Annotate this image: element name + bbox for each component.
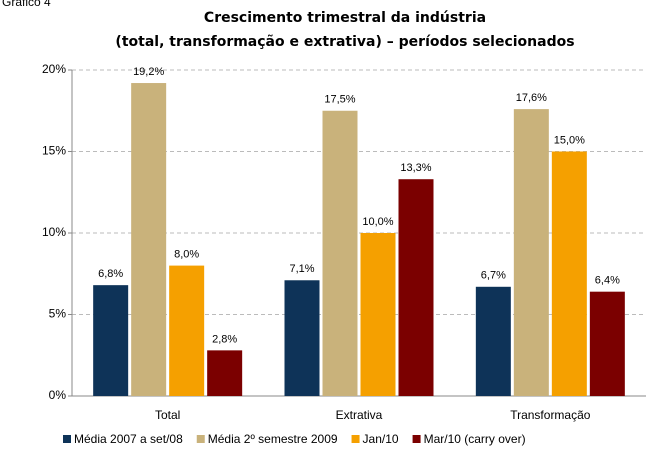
legend-label: Mar/10 (carry over) <box>424 432 526 446</box>
x-tick-label: Total <box>155 408 180 422</box>
value-label: 6,7% <box>481 270 506 282</box>
bar <box>475 286 511 396</box>
value-label: 6,8% <box>98 268 123 280</box>
value-label: 17,6% <box>516 92 547 104</box>
bar <box>589 291 625 396</box>
bar <box>284 280 320 396</box>
chart-title: (total, transformação e extrativa) – per… <box>115 34 574 50</box>
y-tick-label: 10% <box>42 225 66 239</box>
legend-label: Média 2007 a set/08 <box>74 432 183 446</box>
caption: Gráfico 4 <box>2 0 51 9</box>
x-tick-label: Extrativa <box>336 408 383 422</box>
value-label: 8,0% <box>174 249 199 261</box>
value-label: 6,4% <box>595 275 620 287</box>
bar <box>169 265 205 396</box>
x-tick-label: Transformação <box>510 408 591 422</box>
bar <box>398 179 434 396</box>
value-label: 2,8% <box>212 333 237 345</box>
bar <box>131 83 167 396</box>
legend-swatch <box>63 435 71 443</box>
y-tick-label: 0% <box>49 388 67 402</box>
bar <box>513 109 549 397</box>
y-tick-label: 5% <box>49 307 67 321</box>
legend-label: Média 2º semestre 2009 <box>208 432 338 446</box>
bar <box>551 151 587 396</box>
legend-swatch <box>196 435 205 443</box>
y-tick-label: 15% <box>42 144 66 158</box>
value-label: 13,3% <box>400 162 431 174</box>
legend-swatch <box>412 435 421 443</box>
value-label: 7,1% <box>289 263 314 275</box>
chart-title: Crescimento trimestral da indústria <box>204 10 486 26</box>
bar <box>207 350 243 396</box>
bar <box>360 233 396 396</box>
value-label: 10,0% <box>362 216 393 228</box>
value-label: 15,0% <box>554 134 585 146</box>
bar <box>322 110 358 396</box>
value-label: 17,5% <box>324 94 355 106</box>
legend-swatch <box>351 435 360 443</box>
value-label: 19,2% <box>133 66 164 78</box>
legend-label: Jan/10 <box>363 432 399 446</box>
bar <box>93 285 129 396</box>
y-tick-label: 20% <box>42 62 66 76</box>
